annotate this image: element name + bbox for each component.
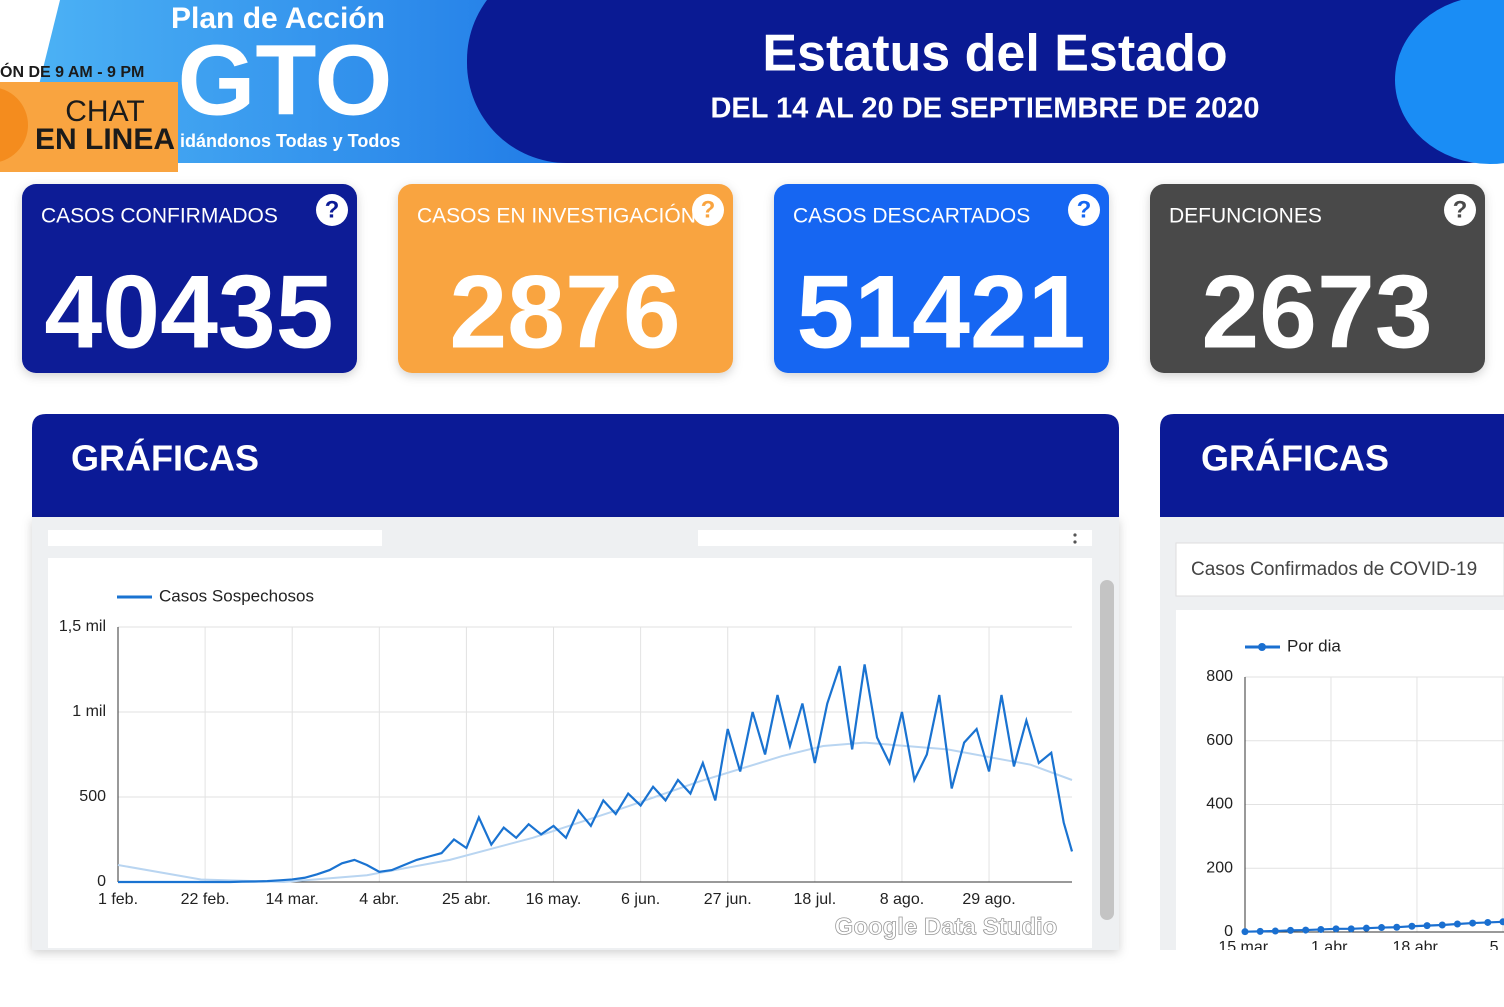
card-value: 51421	[796, 254, 1085, 370]
section-header	[1160, 414, 1504, 517]
card-label: CASOS CONFIRMADOS	[41, 205, 278, 228]
logo-slogan: idándonos Todas y Todos	[180, 131, 400, 151]
legend-marker	[1258, 643, 1266, 651]
header-subtitle: DEL 14 AL 20 DE SEPTIEMBRE DE 2020	[710, 93, 1259, 125]
chart-area	[48, 558, 1092, 948]
point	[1453, 920, 1461, 928]
help-icon-bg[interactable]	[316, 194, 348, 226]
point	[1302, 926, 1310, 934]
point	[1271, 927, 1279, 935]
menu-dot	[1073, 540, 1077, 544]
card	[774, 184, 1109, 373]
y-tick-label: 600	[1206, 732, 1233, 749]
point	[1332, 925, 1340, 933]
menu-dot	[1073, 533, 1077, 537]
x-tick-label: 14 mar.	[266, 891, 319, 908]
help-icon-bg[interactable]	[692, 194, 724, 226]
scrollbar[interactable]	[1100, 580, 1114, 920]
chat-icon	[0, 88, 28, 162]
x-tick-label: 22 feb.	[181, 891, 230, 908]
x-tick-label: 27 jun.	[704, 891, 752, 908]
point	[1499, 918, 1504, 926]
trendline	[117, 741, 1073, 884]
y-tick-label: 0	[1224, 923, 1233, 940]
chat-hours: ÓN DE 9 AM - 9 PM	[0, 62, 144, 81]
x-tick-label: 6 jun.	[621, 891, 660, 908]
logo-title: Plan de Acción	[171, 2, 385, 35]
point	[1408, 922, 1416, 930]
header-title: Estatus del Estado	[762, 25, 1227, 83]
card-value: 40435	[44, 254, 333, 370]
chat-bg	[0, 82, 178, 172]
point	[1347, 925, 1355, 933]
chart: 0 200 400 600 800 15 mar. 1 abr. 18 abr. 5 m Por …	[1191, 559, 1504, 956]
cards: CASOS CONFIRMADOS ? 40435 CASOS EN INVESTIG…	[22, 184, 1485, 373]
x-tick-label: 25 abr.	[442, 891, 491, 908]
point	[1362, 924, 1370, 932]
x-tick-label: 5 m	[1490, 939, 1504, 956]
header-accent	[1395, 0, 1504, 164]
x-tick-label: 1 abr.	[1311, 939, 1351, 956]
help-icon[interactable]: ?	[1077, 196, 1092, 223]
y-tick-label: 1,5 mil	[59, 618, 106, 635]
chat-line2: EN LINEA	[35, 123, 175, 156]
card-label: DEFUNCIONES	[1169, 205, 1322, 228]
card-value: 2673	[1201, 254, 1432, 370]
title-bg	[467, 0, 1504, 163]
filter-box[interactable]	[48, 530, 382, 546]
x-tick-label: 15 mar.	[1218, 939, 1271, 956]
help-icon[interactable]: ?	[701, 196, 716, 223]
x-tick-label: 8 ago.	[880, 891, 924, 908]
logo-mark: GTO	[178, 24, 393, 136]
point	[1317, 925, 1325, 933]
help-icon-bg[interactable]	[1444, 194, 1476, 226]
section-title: GRÁFICAS	[1201, 438, 1389, 479]
card-value: 2876	[449, 254, 680, 370]
point	[1256, 927, 1264, 935]
help-icon-bg[interactable]	[1068, 194, 1100, 226]
point	[1241, 928, 1249, 936]
chart-title-box	[1175, 542, 1504, 597]
y-tick-label: 800	[1206, 668, 1233, 685]
point	[1287, 926, 1295, 934]
y-tick-label: 0	[97, 873, 106, 890]
x-tick-label: 18 jul.	[793, 891, 836, 908]
card-label: CASOS EN INVESTIGACIÓN	[417, 205, 696, 228]
point	[1423, 922, 1431, 930]
x-tick-label: 16 may.	[526, 891, 582, 908]
help-icon[interactable]: ?	[1453, 196, 1468, 223]
section-header	[32, 414, 1119, 517]
point	[1438, 921, 1446, 929]
section-title: GRÁFICAS	[71, 438, 259, 479]
y-tick-label: 500	[79, 788, 106, 805]
point	[1484, 918, 1492, 926]
x-tick-label: 4 abr.	[359, 891, 399, 908]
filter-box[interactable]	[698, 530, 1092, 546]
y-tick-label: 1 mil	[72, 703, 106, 720]
watermark: Google Data Studio	[835, 913, 1058, 940]
card	[22, 184, 357, 373]
point	[1378, 924, 1386, 932]
point	[1393, 923, 1401, 931]
card	[1150, 184, 1485, 373]
help-icon[interactable]: ?	[325, 196, 340, 223]
card	[398, 184, 733, 373]
series-line	[118, 664, 1074, 884]
x-tick-label: 1 feb.	[98, 891, 138, 908]
y-tick-label: 400	[1206, 796, 1233, 813]
chat-line1: CHAT	[65, 95, 144, 128]
chart-area	[1176, 610, 1504, 950]
y-tick-label: 200	[1206, 859, 1233, 876]
chat-widget[interactable]: ÓN DE 9 AM - 9 PM CHAT EN LINEA	[0, 62, 178, 172]
point	[1469, 919, 1477, 927]
chart-title: Casos Confirmados de COVID-19	[1191, 559, 1477, 580]
legend-label: Casos Sospechosos	[159, 586, 314, 605]
card-label: CASOS DESCARTADOS	[793, 205, 1030, 228]
x-tick-label: 18 abr.	[1392, 939, 1441, 956]
chart: 0 500 1 mil 1,5 mil 1 feb. 22 feb. 14 mar. 4 ab…	[59, 586, 1074, 908]
legend-label: Por dia	[1287, 636, 1341, 655]
x-tick-label: 29 ago.	[962, 891, 1015, 908]
